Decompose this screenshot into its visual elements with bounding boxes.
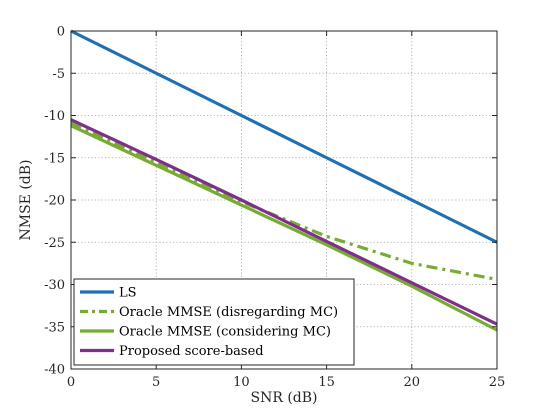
x-tick-label: 10 [233, 375, 250, 390]
legend-box [73, 278, 355, 366]
legend-entry-label: Oracle MMSE (considering MC) [119, 325, 331, 340]
series-line-3 [70, 118, 498, 326]
y-tick-label: -15 [44, 151, 65, 166]
y-tick-label: -10 [44, 109, 65, 124]
y-axis-label: NMSE (dB) [18, 159, 34, 240]
series-line-0 [70, 29, 498, 244]
y-tick-label: -30 [44, 278, 65, 293]
x-tick-label: 25 [489, 375, 506, 390]
x-tick-label: 20 [404, 375, 421, 390]
x-tick-label: 5 [152, 375, 160, 390]
y-tick-label: -20 [44, 194, 65, 209]
y-tick-label: -40 [44, 363, 65, 378]
y-tick-label: 0 [57, 25, 65, 40]
series-line-1 [70, 121, 498, 282]
y-tick-label: -5 [52, 67, 65, 82]
legend: LS Oracle MMSE (disregarding MC) Oracle MM… [73, 278, 355, 366]
series-line-2 [70, 124, 498, 332]
y-tick-label: -25 [44, 236, 65, 251]
legend-entry-label: Proposed score-based [119, 344, 264, 359]
axis-ticks: 0 5 10 15 20 25 0 -5 -10 -15 -20 -25 -30 -35 -40 [44, 25, 505, 391]
legend-entry-label: LS [119, 286, 137, 301]
y-tick-label: -35 [44, 320, 65, 335]
x-axis-label: SNR (dB) [250, 390, 317, 406]
x-tick-label: 15 [318, 375, 335, 390]
legend-entry-label: Oracle MMSE (disregarding MC) [119, 305, 338, 320]
series-lines [70, 29, 498, 332]
x-tick-label: 0 [67, 375, 75, 390]
